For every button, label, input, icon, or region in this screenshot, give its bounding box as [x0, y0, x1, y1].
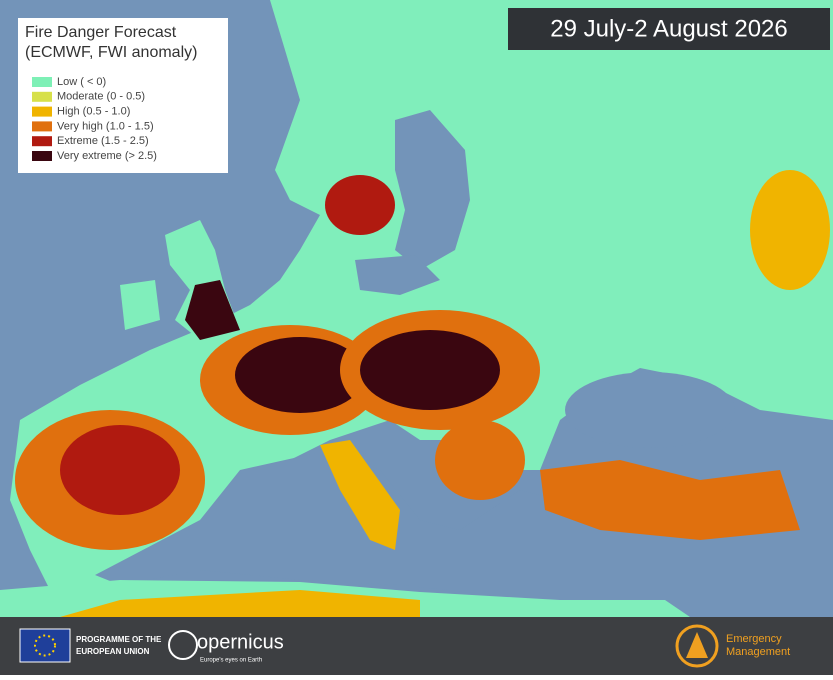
hot-africa [60, 590, 420, 617]
date: 29 July-2 August 2026 [550, 15, 788, 42]
hot-area [360, 330, 500, 410]
hot-area [325, 175, 395, 235]
legend-label: Very high (1.0 - 1.5) [57, 120, 154, 132]
ems-logo-mark [686, 632, 708, 658]
legend-items: Low ( < 0) Moderate (0 - 0.5) High (0.5 - … [32, 76, 157, 162]
copernicus: opernicus [197, 631, 284, 653]
eu-stars [34, 634, 56, 657]
ems-line2: Management [726, 646, 790, 658]
legend-swatch [32, 136, 52, 147]
legend-swatch [32, 106, 52, 117]
italy [320, 440, 400, 550]
map [0, 0, 833, 617]
legend-subtitle: (ECMWF, FWI anomaly) [25, 44, 197, 61]
legend-swatch [32, 121, 52, 132]
eu-flag [19, 628, 71, 663]
north-baltic [355, 255, 440, 295]
legend-label: High (0.5 - 1.0) [57, 106, 130, 118]
land [10, 0, 833, 600]
legend-title: Fire Danger Forecast [25, 24, 177, 41]
footer [0, 617, 833, 675]
legend-swatch [32, 151, 52, 161]
hot-area [750, 170, 830, 290]
programme-line1: PROGRAMME OF THE [76, 635, 162, 644]
legend-label: Very extreme (> 2.5) [57, 150, 157, 162]
legend-label: Low ( < 0) [57, 76, 106, 88]
hot-area [435, 420, 525, 500]
date-box [508, 8, 830, 50]
legend-swatch [32, 77, 52, 87]
turkey [540, 460, 800, 540]
copernicus-c [168, 630, 198, 660]
hot-area [235, 337, 365, 413]
ems-line1: Emergency [726, 633, 782, 645]
ireland [120, 280, 160, 330]
programme-line2: EUROPEAN UNION [76, 647, 150, 656]
legend-label: Moderate (0 - 0.5) [57, 91, 145, 103]
hot-area [60, 425, 180, 515]
legend-swatch [32, 91, 52, 102]
black-sea [565, 372, 735, 448]
copernicus-tagline: Europe's eyes on Earth [200, 658, 262, 664]
legend-label: Extreme (1.5 - 2.5) [57, 135, 149, 147]
hot-england [185, 280, 240, 340]
legend-box [18, 18, 228, 173]
ems-logo [675, 624, 719, 668]
baltic-sea [395, 110, 470, 270]
